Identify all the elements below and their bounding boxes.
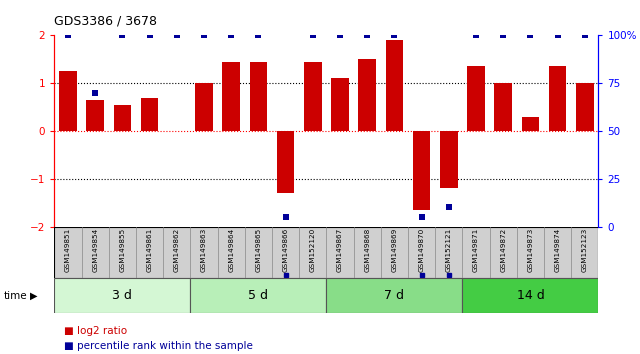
Bar [86, 100, 104, 131]
Point [444, 205, 454, 210]
Text: 7 d: 7 d [385, 289, 404, 302]
Text: ▶: ▶ [29, 291, 37, 301]
Text: GSM149874: GSM149874 [555, 228, 561, 272]
Bar [113, 105, 131, 131]
Point [199, 33, 209, 38]
Text: 5 d: 5 d [248, 289, 268, 302]
Text: GSM149866: GSM149866 [283, 228, 289, 272]
Text: GSM149864: GSM149864 [228, 228, 234, 272]
Text: ■ log2 ratio: ■ log2 ratio [64, 326, 127, 336]
Bar [440, 131, 458, 188]
Text: GSM149868: GSM149868 [364, 228, 370, 272]
Text: GSM149869: GSM149869 [392, 228, 397, 272]
Bar [195, 83, 213, 131]
Text: GSM149865: GSM149865 [255, 228, 261, 272]
Bar [191, 278, 326, 313]
Point [389, 33, 399, 38]
Bar [413, 131, 431, 210]
Point [552, 33, 563, 38]
Bar [331, 79, 349, 131]
Bar [548, 67, 566, 131]
Point [253, 33, 264, 38]
Bar [494, 83, 512, 131]
Text: GSM149854: GSM149854 [92, 228, 98, 272]
Text: time: time [3, 291, 27, 301]
Bar [358, 59, 376, 131]
Point [308, 33, 318, 38]
Point [335, 33, 345, 38]
Point [525, 33, 536, 38]
Text: GDS3386 / 3678: GDS3386 / 3678 [54, 14, 157, 27]
Point [172, 33, 182, 38]
Point [417, 214, 427, 220]
Text: GSM152120: GSM152120 [310, 228, 316, 272]
Text: GSM152121: GSM152121 [446, 228, 452, 272]
Text: 3 d: 3 d [113, 289, 132, 302]
Point [580, 33, 590, 38]
Bar [222, 62, 240, 131]
Bar [467, 67, 485, 131]
Text: GSM149873: GSM149873 [527, 228, 533, 272]
Bar [59, 71, 77, 131]
Text: GSM149872: GSM149872 [500, 228, 506, 272]
Text: GSM149871: GSM149871 [473, 228, 479, 272]
Point [145, 33, 155, 38]
Text: GSM149867: GSM149867 [337, 228, 343, 272]
Text: GSM149855: GSM149855 [120, 228, 125, 272]
Bar [54, 278, 191, 313]
Bar [463, 278, 598, 313]
Point [90, 90, 100, 96]
Point [226, 33, 236, 38]
Text: GSM152123: GSM152123 [582, 228, 588, 272]
Text: GSM149861: GSM149861 [147, 228, 152, 272]
Point [471, 33, 481, 38]
Text: GSM149862: GSM149862 [174, 228, 180, 272]
Point [498, 33, 508, 38]
Text: GSM149870: GSM149870 [419, 228, 424, 272]
Text: GSM149863: GSM149863 [201, 228, 207, 272]
Bar [385, 40, 403, 131]
Text: GSM149851: GSM149851 [65, 228, 71, 272]
Text: 14 d: 14 d [516, 289, 544, 302]
Point [117, 33, 127, 38]
Point [280, 214, 291, 220]
Bar [522, 117, 540, 131]
Bar [326, 278, 463, 313]
Point [63, 33, 73, 38]
Bar [250, 62, 268, 131]
Text: ■ percentile rank within the sample: ■ percentile rank within the sample [64, 341, 253, 351]
Bar [276, 131, 294, 193]
Bar [304, 62, 322, 131]
Bar [576, 83, 594, 131]
Bar [141, 97, 159, 131]
Point [362, 33, 372, 38]
